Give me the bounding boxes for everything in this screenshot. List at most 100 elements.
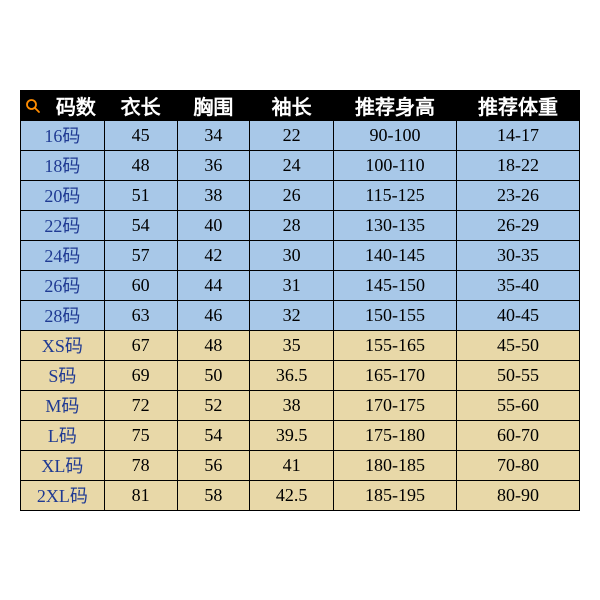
value-cell: 38 — [250, 390, 334, 420]
value-cell: 14-17 — [456, 120, 579, 150]
value-cell: 28 — [250, 210, 334, 240]
value-cell: 36 — [177, 150, 250, 180]
table-row: 18码483624100-11018-22 — [21, 150, 580, 180]
search-icon — [25, 97, 41, 113]
value-cell: 51 — [104, 180, 177, 210]
value-cell: 180-185 — [334, 450, 457, 480]
size-cell: 20码 — [21, 180, 105, 210]
value-cell: 75 — [104, 420, 177, 450]
value-cell: 23-26 — [456, 180, 579, 210]
value-cell: 40-45 — [456, 300, 579, 330]
table-row: 22码544028130-13526-29 — [21, 210, 580, 240]
size-cell: 22码 — [21, 210, 105, 240]
value-cell: 50 — [177, 360, 250, 390]
table-row: 26码604431145-15035-40 — [21, 270, 580, 300]
size-cell: M码 — [21, 390, 105, 420]
col-header-height: 推荐身高 — [334, 90, 457, 120]
value-cell: 130-135 — [334, 210, 457, 240]
value-cell: 35 — [250, 330, 334, 360]
value-cell: 30-35 — [456, 240, 579, 270]
value-cell: 48 — [177, 330, 250, 360]
value-cell: 35-40 — [456, 270, 579, 300]
size-cell: 24码 — [21, 240, 105, 270]
value-cell: 175-180 — [334, 420, 457, 450]
value-cell: 18-22 — [456, 150, 579, 180]
value-cell: 22 — [250, 120, 334, 150]
value-cell: 45-50 — [456, 330, 579, 360]
value-cell: 165-170 — [334, 360, 457, 390]
value-cell: 57 — [104, 240, 177, 270]
value-cell: 42 — [177, 240, 250, 270]
value-cell: 80-90 — [456, 480, 579, 510]
size-cell: 16码 — [21, 120, 105, 150]
value-cell: 140-145 — [334, 240, 457, 270]
table-body: 16码45342290-10014-1718码483624100-11018-2… — [21, 120, 580, 510]
size-cell: XS码 — [21, 330, 105, 360]
col-header-length: 衣长 — [104, 90, 177, 120]
value-cell: 78 — [104, 450, 177, 480]
table-row: XS码674835155-16545-50 — [21, 330, 580, 360]
size-cell: L码 — [21, 420, 105, 450]
value-cell: 155-165 — [334, 330, 457, 360]
value-cell: 115-125 — [334, 180, 457, 210]
value-cell: 32 — [250, 300, 334, 330]
table-row: S码695036.5165-17050-55 — [21, 360, 580, 390]
value-cell: 30 — [250, 240, 334, 270]
value-cell: 67 — [104, 330, 177, 360]
table-row: 28码634632150-15540-45 — [21, 300, 580, 330]
table-header: 码数 衣长 胸围 袖长 推荐身高 推荐体重 — [21, 90, 580, 120]
value-cell: 145-150 — [334, 270, 457, 300]
col-header-size: 码数 — [21, 90, 105, 120]
value-cell: 90-100 — [334, 120, 457, 150]
size-chart-table: 码数 衣长 胸围 袖长 推荐身高 推荐体重 16码45342290-10014-… — [20, 90, 580, 511]
table-row: 24码574230140-14530-35 — [21, 240, 580, 270]
value-cell: 44 — [177, 270, 250, 300]
table-row: 20码513826115-12523-26 — [21, 180, 580, 210]
value-cell: 45 — [104, 120, 177, 150]
value-cell: 42.5 — [250, 480, 334, 510]
table-row: M码725238170-17555-60 — [21, 390, 580, 420]
value-cell: 72 — [104, 390, 177, 420]
value-cell: 55-60 — [456, 390, 579, 420]
size-cell: 26码 — [21, 270, 105, 300]
size-cell: 2XL码 — [21, 480, 105, 510]
value-cell: 54 — [177, 420, 250, 450]
value-cell: 48 — [104, 150, 177, 180]
value-cell: 24 — [250, 150, 334, 180]
value-cell: 58 — [177, 480, 250, 510]
value-cell: 39.5 — [250, 420, 334, 450]
value-cell: 170-175 — [334, 390, 457, 420]
table-row: XL码785641180-18570-80 — [21, 450, 580, 480]
header-label: 码数 — [56, 97, 96, 119]
value-cell: 56 — [177, 450, 250, 480]
table-row: L码755439.5175-18060-70 — [21, 420, 580, 450]
value-cell: 63 — [104, 300, 177, 330]
size-cell: 28码 — [21, 300, 105, 330]
col-header-sleeve: 袖长 — [250, 90, 334, 120]
value-cell: 69 — [104, 360, 177, 390]
value-cell: 41 — [250, 450, 334, 480]
value-cell: 46 — [177, 300, 250, 330]
value-cell: 60 — [104, 270, 177, 300]
table-row: 16码45342290-10014-17 — [21, 120, 580, 150]
value-cell: 100-110 — [334, 150, 457, 180]
value-cell: 81 — [104, 480, 177, 510]
value-cell: 26-29 — [456, 210, 579, 240]
value-cell: 150-155 — [334, 300, 457, 330]
col-header-weight: 推荐体重 — [456, 90, 579, 120]
value-cell: 36.5 — [250, 360, 334, 390]
value-cell: 31 — [250, 270, 334, 300]
table: 码数 衣长 胸围 袖长 推荐身高 推荐体重 16码45342290-10014-… — [20, 90, 580, 511]
value-cell: 50-55 — [456, 360, 579, 390]
value-cell: 60-70 — [456, 420, 579, 450]
size-cell: XL码 — [21, 450, 105, 480]
value-cell: 54 — [104, 210, 177, 240]
value-cell: 185-195 — [334, 480, 457, 510]
value-cell: 38 — [177, 180, 250, 210]
value-cell: 40 — [177, 210, 250, 240]
value-cell: 52 — [177, 390, 250, 420]
size-cell: S码 — [21, 360, 105, 390]
size-cell: 18码 — [21, 150, 105, 180]
col-header-bust: 胸围 — [177, 90, 250, 120]
table-row: 2XL码815842.5185-19580-90 — [21, 480, 580, 510]
